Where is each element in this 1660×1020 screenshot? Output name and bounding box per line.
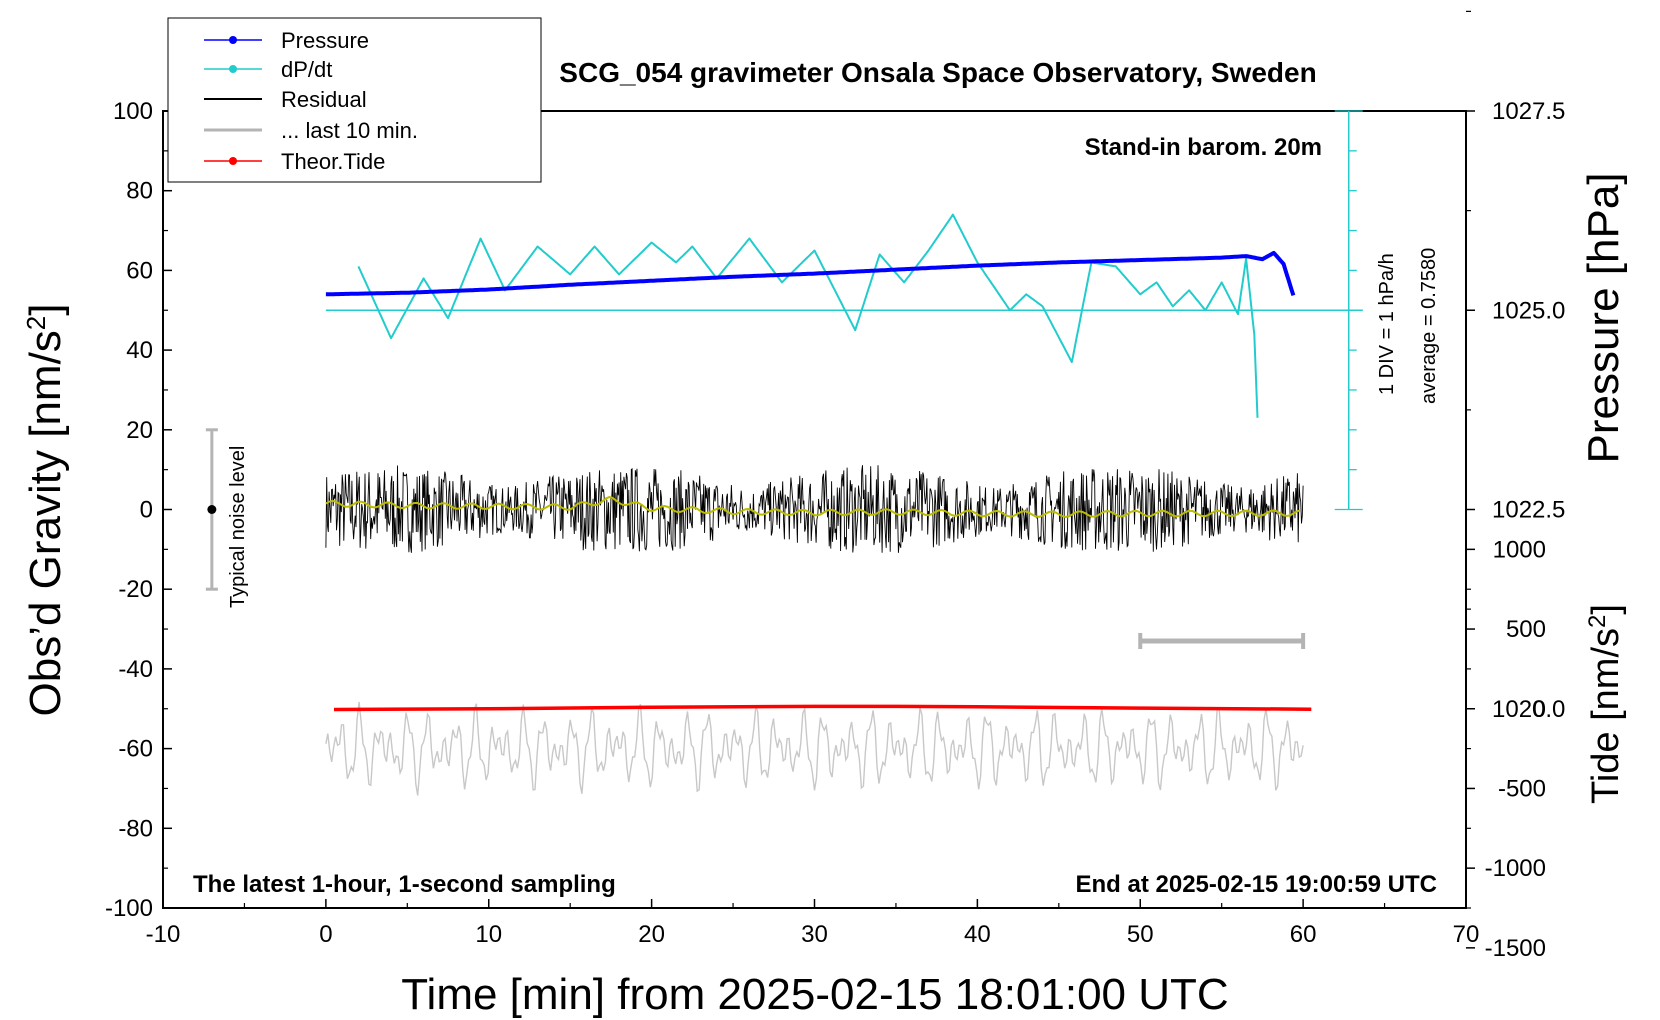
tide-tick-label: -500 <box>1498 775 1546 802</box>
x-axis-title: Time [min] from 2025-02-15 18:01:00 UTC <box>401 970 1228 1019</box>
pressure-tick-label: 1025.0 <box>1492 297 1565 324</box>
y-tick-label: -40 <box>118 656 153 683</box>
tide-axis-title-tail: ] <box>1585 604 1627 615</box>
x-tick-label: 40 <box>964 921 991 948</box>
legend-marker-dpdt <box>229 65 237 73</box>
pressure-axis-title: Pressure [hPa] <box>1579 172 1628 463</box>
barometer-note: Stand-in barom. 20m <box>1085 134 1322 161</box>
x-tick-label: 70 <box>1453 921 1480 948</box>
x-tick-label: 10 <box>475 921 502 948</box>
last-10-min-bar <box>1138 633 1306 650</box>
series-theor-tide <box>333 704 1312 712</box>
y-axis-left-title: Obs’d Gravity [nm/s2] <box>21 303 70 716</box>
y-tick-label: -60 <box>118 736 153 763</box>
series-tide-residual <box>325 701 1304 796</box>
y-tick-label: -100 <box>105 895 153 922</box>
legend-entry-pressure: Pressure <box>204 28 369 53</box>
dpdt-average-label: average = 0.7580 <box>1418 248 1440 404</box>
legend-label-residual: Residual <box>281 87 367 112</box>
noise-level-label: Typical noise level <box>227 446 249 608</box>
x-tick-label: 60 <box>1290 921 1317 948</box>
tide-axis-title-sup: 2 <box>1584 615 1611 628</box>
series-pressure <box>325 250 1296 297</box>
y-tick-label: -20 <box>118 576 153 603</box>
pressure-tick-label: 1027.5 <box>1492 98 1565 125</box>
x-tick-label: 0 <box>319 921 332 948</box>
y-tick-label: 0 <box>140 497 153 524</box>
legend-entry-last10: ... last 10 min. <box>204 118 418 143</box>
y-axis-left-title-sup: 2 <box>21 316 51 330</box>
pressure-tick-label: 1020.0 <box>1492 696 1565 723</box>
legend-label-dpdt: dP/dt <box>281 57 332 82</box>
tide-tick-label: -1000 <box>1485 855 1546 882</box>
tide-axis-title-main: Tide [nm/s <box>1585 628 1627 804</box>
series-dpdt <box>357 213 1259 418</box>
legend: Pressure dP/dt Residual ... last 10 min.… <box>167 17 542 183</box>
x-tick-label: -10 <box>146 921 181 948</box>
tide-tick-label: -1500 <box>1485 935 1546 962</box>
legend-marker-pressure <box>229 36 237 44</box>
series-smoothed-residual <box>325 496 1301 519</box>
legend-label-tide: Theor.Tide <box>281 149 385 174</box>
dpdt-scale-label: 1 DIV = 1 hPa/h <box>1376 253 1398 395</box>
chart-title: SCG_054 gravimeter Onsala Space Observat… <box>559 57 1316 88</box>
y-axis-left: -100 -80 -60 -40 -20 0 20 40 60 80 100 <box>105 98 172 922</box>
tide-tick-label: 0 <box>1533 696 1546 723</box>
tide-axis-title: Tide [nm/s2] <box>1584 604 1628 804</box>
y-tick-label: 100 <box>113 98 153 125</box>
y-axis-left-title-tail: ] <box>21 303 70 315</box>
x-tick-label: 20 <box>638 921 665 948</box>
y-tick-label: 40 <box>126 337 153 364</box>
pressure-tick-label: 1022.5 <box>1492 497 1565 524</box>
tide-axis: -1500 -1000 -500 0 500 1000 <box>1466 536 1546 962</box>
series-layer <box>325 213 1312 796</box>
y-tick-label: 60 <box>126 257 153 284</box>
y-tick-label: -80 <box>118 815 153 842</box>
x-axis: -10 0 10 20 30 40 50 60 70 <box>146 899 1480 948</box>
x-tick-label: 30 <box>801 921 828 948</box>
legend-label-pressure: Pressure <box>281 28 369 53</box>
legend-label-last10: ... last 10 min. <box>281 118 418 143</box>
y-tick-label: 80 <box>126 178 153 205</box>
x-tick-label: 50 <box>1127 921 1154 948</box>
noise-bar-center <box>207 505 217 514</box>
legend-marker-tide <box>229 157 237 165</box>
series-residual <box>325 465 1304 553</box>
legend-entry-dpdt: dP/dt <box>204 57 332 82</box>
legend-entry-tide: Theor.Tide <box>204 149 385 174</box>
y-tick-label: 20 <box>126 417 153 444</box>
y-axis-left-title-main: Obs’d Gravity [nm/s <box>21 330 70 716</box>
latest-note: The latest 1-hour, 1-second sampling <box>193 871 616 898</box>
tide-tick-label: 500 <box>1506 616 1546 643</box>
end-time-note: End at 2025-02-15 19:00:59 UTC <box>1076 871 1438 898</box>
noise-level-bar <box>205 428 218 591</box>
tide-tick-label: 1000 <box>1493 536 1546 563</box>
legend-entry-residual: Residual <box>204 87 367 112</box>
